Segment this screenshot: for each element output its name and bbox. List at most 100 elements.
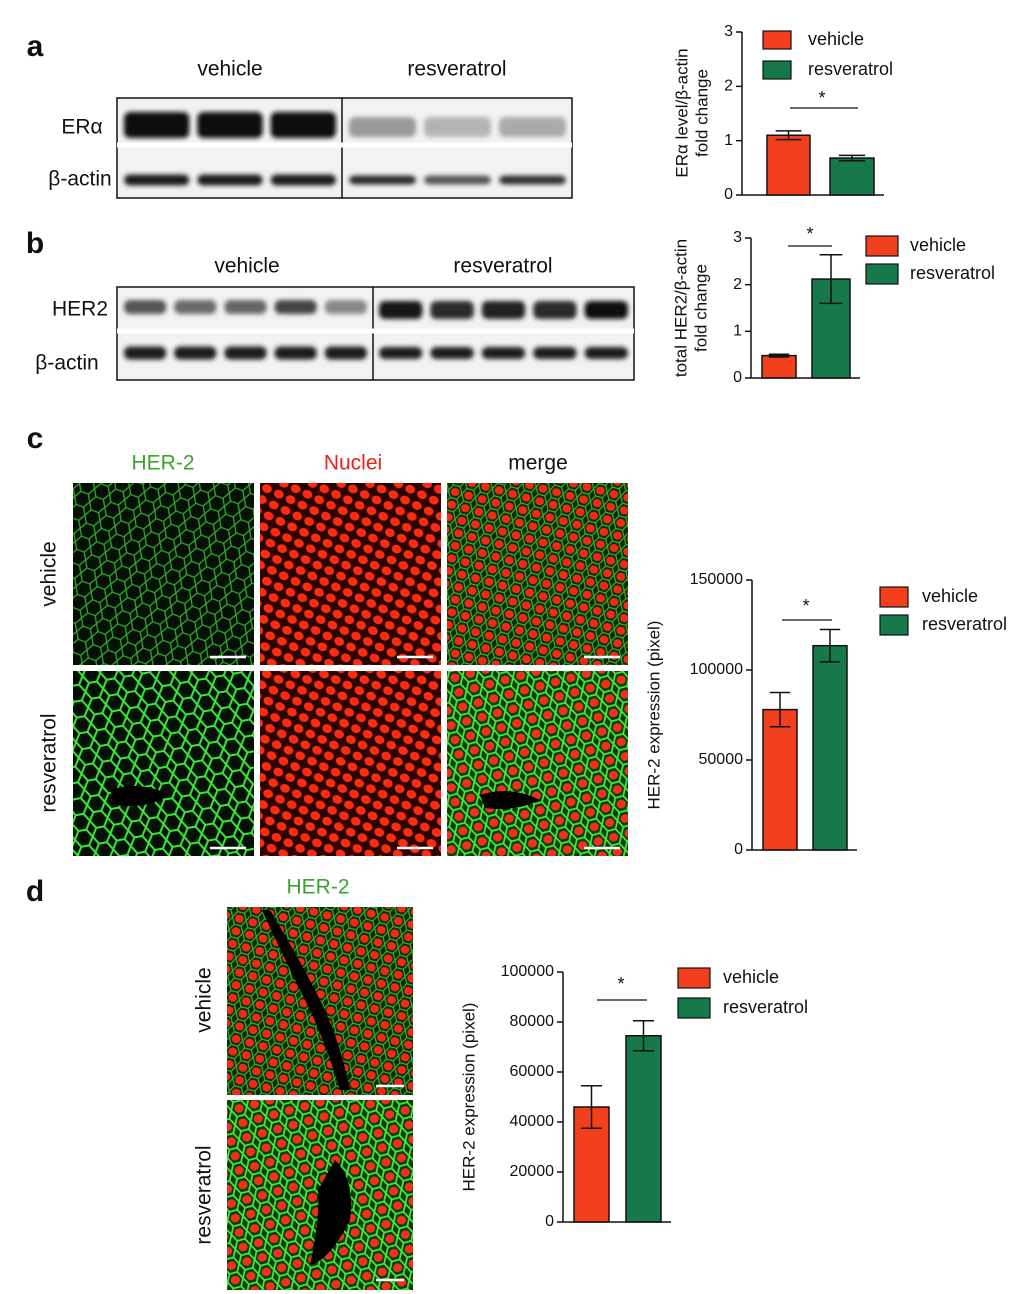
scale-bars	[376, 1084, 404, 1282]
blot-band	[274, 300, 317, 314]
blot-band	[174, 346, 217, 360]
blot-band	[533, 301, 577, 319]
blot-band	[197, 112, 263, 138]
legend-label: resveratrol	[808, 59, 893, 79]
image-title: HER-2	[286, 876, 349, 899]
group-label: vehicle	[197, 58, 262, 81]
blot-band	[197, 174, 263, 186]
y-axis-label: fold change	[691, 264, 710, 352]
row-label: ERα	[61, 116, 102, 139]
micrograph	[260, 671, 441, 856]
legend-swatch	[865, 263, 899, 285]
significance-star: *	[818, 88, 825, 108]
y-tick-label: 3	[724, 23, 733, 40]
blot-band	[533, 347, 577, 359]
panel-letter: b	[26, 227, 44, 260]
legend-swatch	[762, 60, 792, 80]
y-tick-label: 50000	[699, 751, 744, 768]
legend-label: resveratrol	[723, 997, 808, 1017]
error-bar	[838, 154, 866, 162]
blot-band	[424, 175, 491, 185]
vessel	[110, 786, 170, 807]
error-bar	[633, 1020, 654, 1052]
y-tick-label: 1	[724, 132, 733, 149]
micrograph	[260, 483, 441, 665]
row-label: β-actin	[35, 352, 98, 375]
significance-star: *	[806, 224, 813, 244]
blot-band	[270, 174, 336, 186]
error-bar	[819, 254, 843, 305]
blot-band	[324, 300, 367, 314]
blot-band	[430, 347, 474, 359]
legend-label: resveratrol	[922, 614, 1007, 634]
y-axis-label: ERα level/β-actin	[672, 48, 691, 177]
panel-letter: d	[26, 875, 44, 908]
scale-bars	[210, 655, 620, 850]
blot-band	[349, 117, 416, 137]
bar	[829, 157, 875, 196]
significance-star: *	[617, 974, 624, 994]
panel-letter: c	[27, 422, 44, 455]
group-label: resveratrol	[453, 255, 552, 278]
legend-label: resveratrol	[910, 263, 995, 283]
column-label: HER-2	[131, 452, 194, 475]
y-tick-label: 80000	[510, 1013, 555, 1030]
blot-band	[430, 301, 474, 319]
micrograph	[73, 483, 254, 665]
row-label: vehicle	[193, 967, 216, 1032]
blot-band	[499, 175, 566, 185]
y-tick-label: 100000	[690, 661, 743, 678]
legend-label: vehicle	[922, 586, 978, 606]
vessel	[480, 791, 540, 809]
bar	[766, 134, 811, 196]
y-axis-label: HER-2 expression (pixel)	[644, 621, 663, 810]
bar	[625, 1035, 662, 1223]
error-bar	[769, 691, 791, 728]
row-label: HER2	[52, 298, 108, 321]
legend-swatch	[879, 614, 909, 636]
y-tick-label: 2	[724, 78, 733, 95]
panel-letter: a	[27, 30, 44, 63]
y-tick-label: 2	[733, 276, 742, 293]
blot-frame	[116, 97, 573, 199]
y-tick-label: 100000	[501, 963, 554, 980]
vessel	[262, 910, 350, 1090]
blot-band	[379, 347, 423, 359]
micrograph	[447, 483, 628, 665]
blot-band	[224, 346, 267, 360]
legend-swatch	[677, 997, 711, 1019]
bar	[761, 354, 797, 379]
blot-band	[124, 174, 190, 186]
error-bar	[775, 130, 802, 141]
blot-band	[270, 112, 336, 138]
y-tick-label: 0	[733, 369, 742, 386]
error-bar	[819, 628, 841, 663]
blot-band	[481, 347, 526, 359]
y-axis-label: total HER2/β-actin	[671, 239, 690, 377]
blot-band	[584, 301, 628, 319]
micrograph	[447, 671, 628, 856]
blot-band	[174, 300, 217, 314]
legend-label: vehicle	[808, 29, 864, 49]
y-tick-label: 20000	[510, 1163, 555, 1180]
y-tick-label: 0	[734, 841, 743, 858]
blot-band	[379, 301, 423, 319]
image-layer	[73, 97, 635, 1290]
blot-band	[584, 347, 628, 359]
bar	[812, 644, 848, 851]
bar	[762, 708, 798, 851]
column-label: merge	[508, 452, 568, 475]
column-label: Nuclei	[324, 452, 382, 475]
legend-swatch	[677, 967, 711, 989]
blot-band	[274, 346, 317, 360]
row-label: resveratrol	[193, 1145, 216, 1244]
error-bar	[768, 353, 790, 358]
blot-band	[349, 175, 416, 185]
blot-band	[124, 300, 167, 314]
blot-band	[324, 346, 367, 360]
group-label: vehicle	[214, 255, 279, 278]
legend-swatch	[762, 30, 792, 50]
vessel	[310, 1160, 351, 1265]
legend-label: vehicle	[723, 967, 779, 987]
